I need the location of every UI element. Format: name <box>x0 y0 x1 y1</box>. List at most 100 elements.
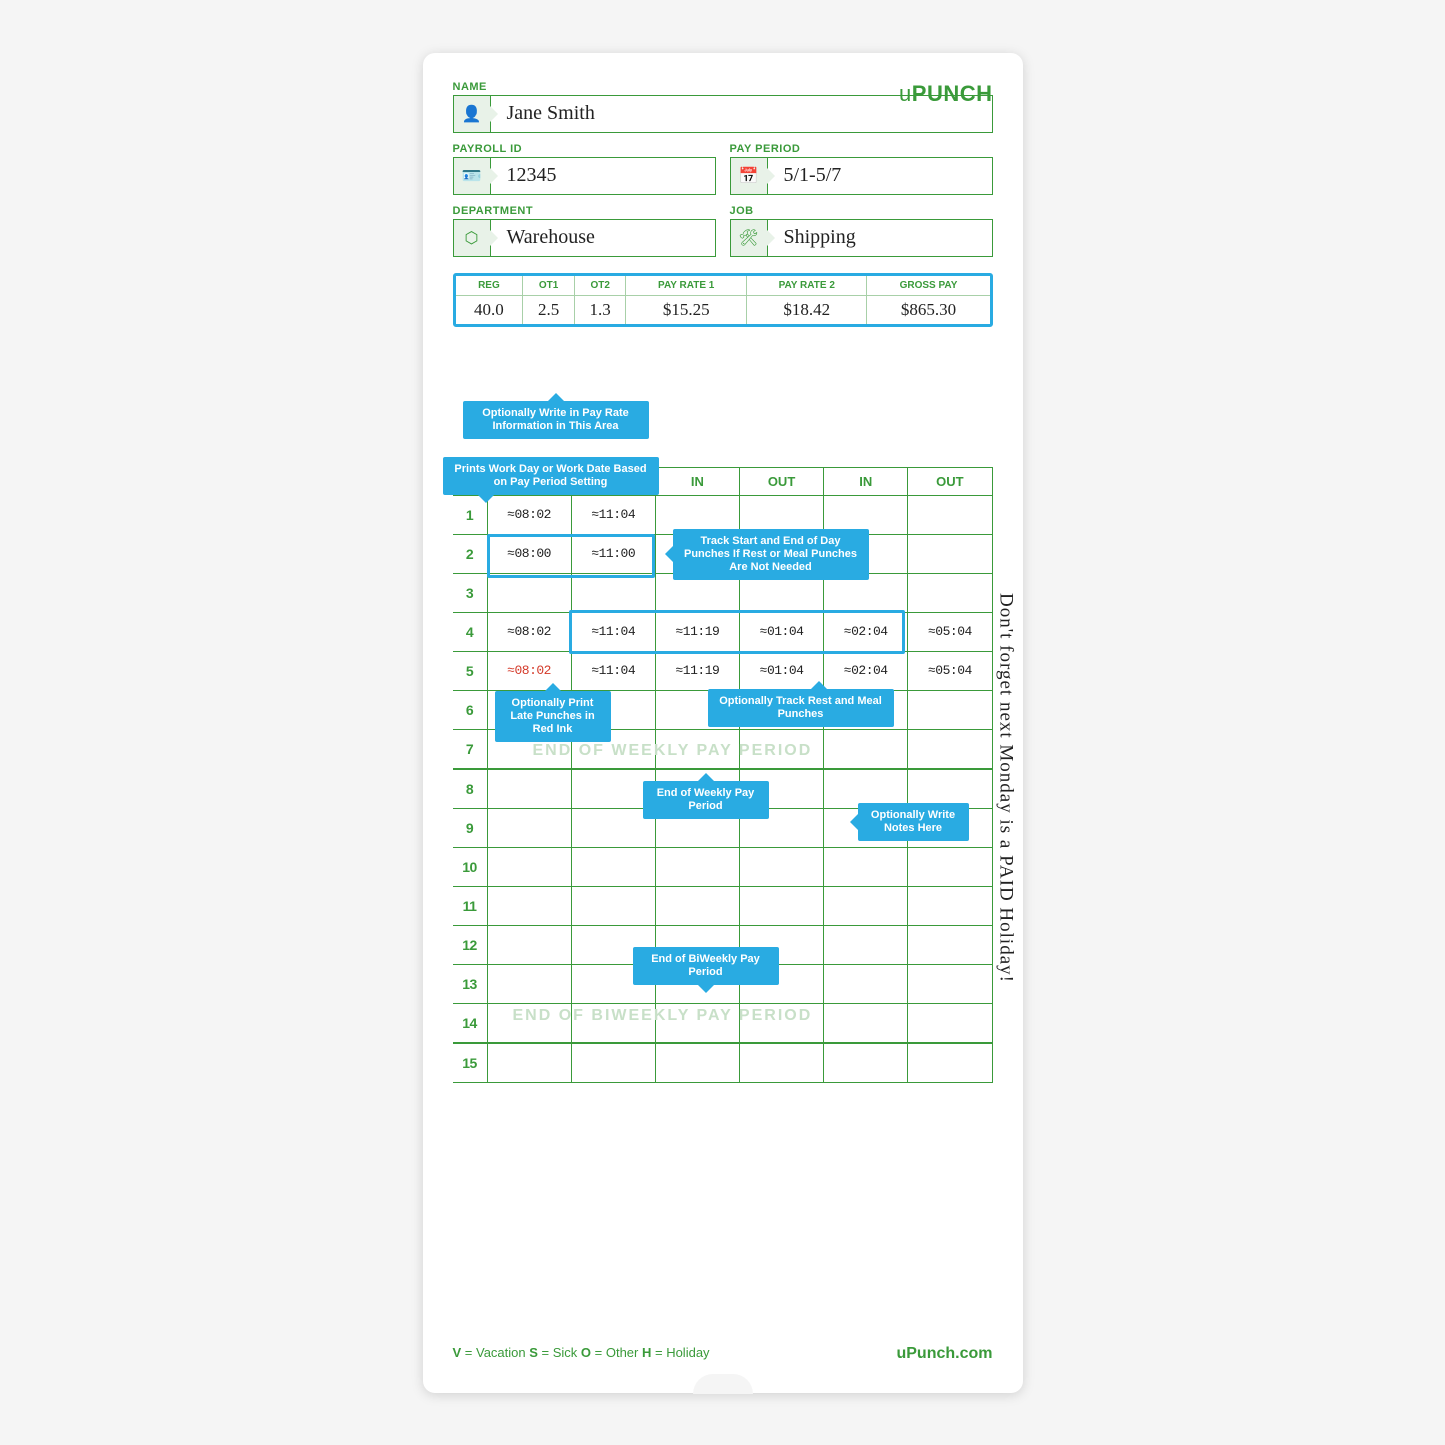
row-number: 5 <box>453 651 488 690</box>
time-cell <box>655 1043 739 1083</box>
time-cell <box>824 925 908 964</box>
time-cell: ≈05:04 <box>908 651 992 690</box>
tools-icon: 🛠 <box>731 220 768 256</box>
time-cell <box>824 729 908 769</box>
time-grid: INOUTINOUTINOUT1≈08:02≈11:042≈08:00≈11:0… <box>453 467 993 1083</box>
row-number: 7 <box>453 729 488 769</box>
time-cell <box>487 964 571 1003</box>
time-cell <box>655 1003 739 1043</box>
callout-rest-meal: Optionally Track Rest and Meal Punches <box>708 689 894 727</box>
person-icon: 👤 <box>454 96 491 132</box>
row-number: 2 <box>453 534 488 573</box>
time-cell: ≈11:19 <box>655 612 739 651</box>
org-icon: ⬡ <box>454 220 491 256</box>
callout-biweekly-end: End of BiWeekly Pay Period <box>633 947 779 985</box>
time-cell <box>908 964 992 1003</box>
pay-value: $865.30 <box>867 295 990 324</box>
time-cell <box>908 495 992 534</box>
time-cell <box>487 1003 571 1043</box>
time-cell <box>571 886 655 925</box>
job-field: JOB 🛠 Shipping <box>730 205 993 257</box>
pay-value: $15.25 <box>626 295 747 324</box>
side-note: Don't forget next Monday is a PAID Holid… <box>995 593 1017 1213</box>
pay-header: OT1 <box>523 276 575 296</box>
time-cell <box>487 769 571 809</box>
time-cell <box>908 573 992 612</box>
time-cell <box>571 573 655 612</box>
time-cell <box>824 886 908 925</box>
time-cell <box>908 886 992 925</box>
time-cell: ≈08:02 <box>487 612 571 651</box>
time-cell: ≈11:04 <box>571 612 655 651</box>
callout-late-red: Optionally Print Late Punches in Red Ink <box>495 691 611 743</box>
pay-summary-table: REGOT1OT2PAY RATE 1PAY RATE 2GROSS PAY 4… <box>453 273 993 327</box>
department-label: DEPARTMENT <box>453 205 716 217</box>
time-cell: ≈08:02 <box>487 495 571 534</box>
grid-header: IN <box>824 467 908 495</box>
time-cell <box>908 1003 992 1043</box>
time-cell <box>739 1043 823 1083</box>
callout-pay-rate: Optionally Write in Pay Rate Information… <box>463 401 649 439</box>
pay-header: PAY RATE 2 <box>746 276 867 296</box>
row-number: 13 <box>453 964 488 1003</box>
pay-value: $18.42 <box>746 295 867 324</box>
payroll-field: PAYROLL ID 🪪 12345 <box>453 143 716 195</box>
pay-header: PAY RATE 1 <box>626 276 747 296</box>
grid-header: IN <box>655 467 739 495</box>
payperiod-field: PAY PERIOD 📅 5/1-5/7 <box>730 143 993 195</box>
row-number: 3 <box>453 573 488 612</box>
brand-prefix: u <box>899 81 912 106</box>
callout-notes: Optionally Write Notes Here <box>858 803 969 841</box>
payroll-value: 12345 <box>491 158 715 194</box>
pay-header: REG <box>456 276 523 296</box>
time-cell <box>571 847 655 886</box>
grid-header: OUT <box>908 467 992 495</box>
timecard: uPUNCH NAME 👤 Jane Smith PAYROLL ID 🪪 12… <box>423 53 1023 1393</box>
row-number: 11 <box>453 886 488 925</box>
time-cell <box>487 925 571 964</box>
department-field: DEPARTMENT ⬡ Warehouse <box>453 205 716 257</box>
job-value: Shipping <box>768 220 992 256</box>
time-cell <box>487 847 571 886</box>
row-number: 9 <box>453 808 488 847</box>
time-cell <box>908 534 992 573</box>
job-label: JOB <box>730 205 993 217</box>
row-number: 6 <box>453 690 488 729</box>
time-cell: ≈02:04 <box>824 651 908 690</box>
time-cell <box>487 808 571 847</box>
time-cell <box>487 1043 571 1083</box>
footer-url: uPunch.com <box>896 1345 992 1363</box>
time-cell: ≈08:00 <box>487 534 571 573</box>
time-cell: ≈05:04 <box>908 612 992 651</box>
brand-name: PUNCH <box>912 81 993 106</box>
time-cell: ≈01:04 <box>739 612 823 651</box>
time-cell <box>487 573 571 612</box>
grid-header: OUT <box>739 467 823 495</box>
time-cell: ≈02:04 <box>824 612 908 651</box>
row-number: 14 <box>453 1003 488 1043</box>
time-cell <box>908 690 992 729</box>
pay-header: OT2 <box>574 276 626 296</box>
time-cell <box>739 1003 823 1043</box>
time-cell: ≈11:04 <box>571 495 655 534</box>
time-cell <box>824 847 908 886</box>
pay-value: 40.0 <box>456 295 523 324</box>
time-cell <box>908 847 992 886</box>
id-icon: 🪪 <box>454 158 491 194</box>
time-cell <box>908 1043 992 1083</box>
card-notch <box>693 1374 753 1394</box>
time-cell <box>739 886 823 925</box>
time-cell <box>739 729 823 769</box>
row-number: 12 <box>453 925 488 964</box>
time-cell <box>824 1003 908 1043</box>
department-value: Warehouse <box>491 220 715 256</box>
callout-track-day: Track Start and End of Day Punches If Re… <box>673 529 869 581</box>
payroll-label: PAYROLL ID <box>453 143 716 155</box>
time-cell <box>655 847 739 886</box>
row-number: 8 <box>453 769 488 809</box>
time-cell <box>824 1043 908 1083</box>
time-cell <box>655 729 739 769</box>
time-cell <box>908 729 992 769</box>
callout-weekly-end: End of Weekly Pay Period <box>643 781 769 819</box>
row-number: 4 <box>453 612 488 651</box>
